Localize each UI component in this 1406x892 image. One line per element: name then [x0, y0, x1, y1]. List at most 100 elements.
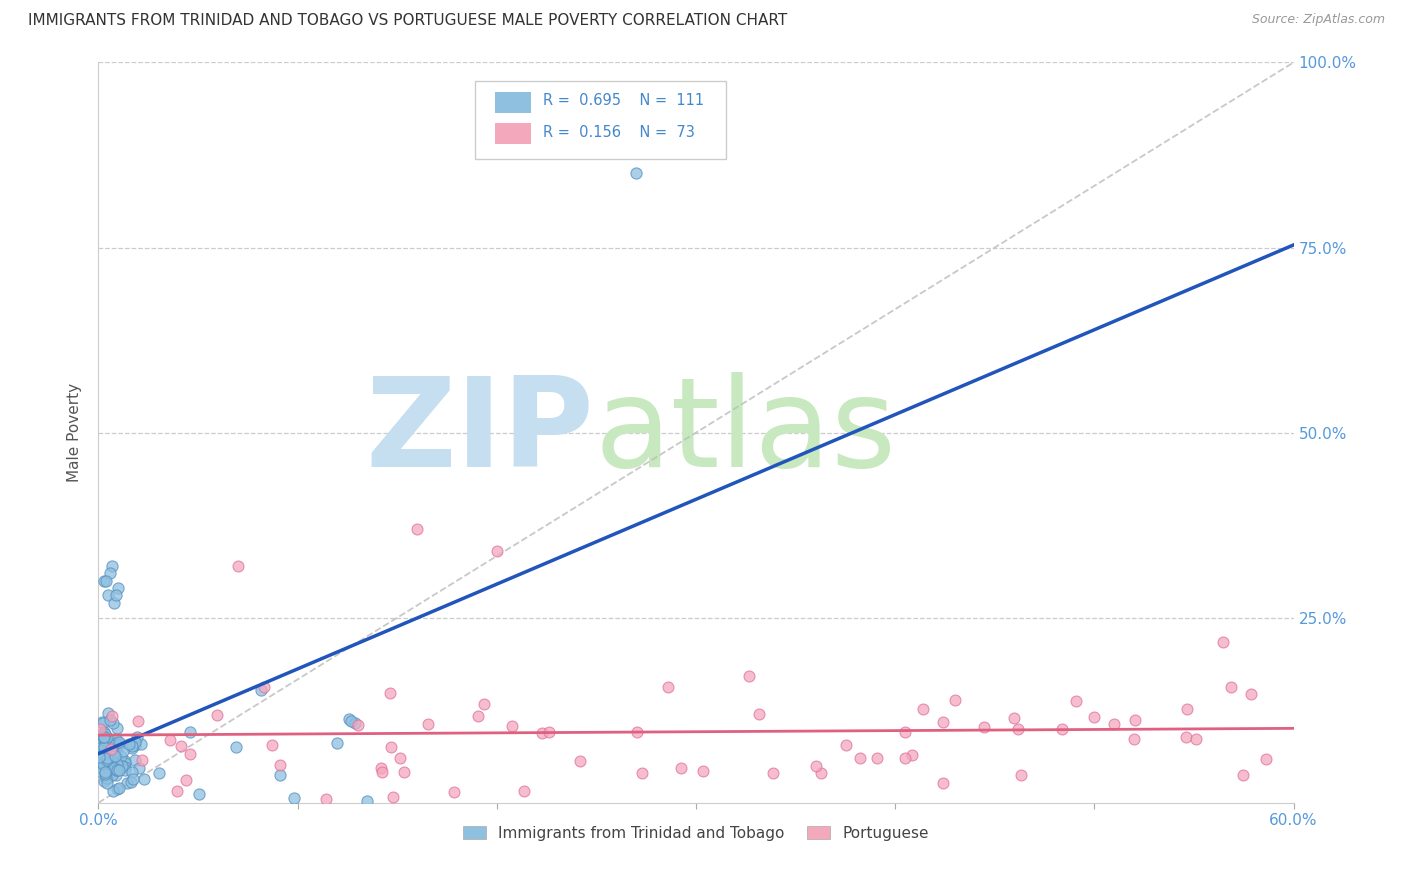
Point [101, 715, 124, 730]
Point [96, 753, 118, 767]
Point [91, 742, 114, 756]
Point [134, 772, 156, 787]
Point [97, 747, 120, 762]
Point [513, 784, 536, 798]
Point [337, 712, 360, 726]
Bar [495, 92, 531, 112]
Point [94, 765, 117, 780]
Point [1010, 768, 1032, 782]
Legend: Immigrants from Trinidad and Tobago, Portuguese: Immigrants from Trinidad and Tobago, Por… [457, 820, 935, 847]
Point [1002, 711, 1025, 725]
Point [107, 581, 129, 595]
Point [530, 726, 553, 740]
Point [96, 776, 118, 790]
Point [94, 740, 117, 755]
Point [114, 764, 136, 778]
Point [89, 744, 111, 758]
Point [669, 761, 692, 775]
Point [378, 686, 401, 700]
Point [1123, 731, 1146, 746]
Point [93, 774, 115, 789]
Point [105, 763, 128, 777]
Point [118, 737, 141, 751]
Point [932, 715, 955, 730]
Point [117, 776, 139, 790]
Text: IMMIGRANTS FROM TRINIDAD AND TOBAGO VS PORTUGUESE MALE POVERTY CORRELATION CHART: IMMIGRANTS FROM TRINIDAD AND TOBAGO VS P… [28, 13, 787, 29]
Point [120, 775, 142, 789]
Point [98, 745, 121, 759]
Point [810, 766, 832, 780]
Point [1104, 716, 1126, 731]
Point [98, 713, 121, 727]
Point [107, 756, 129, 771]
Point [762, 765, 785, 780]
Point [105, 721, 128, 735]
Point [111, 744, 134, 758]
Point [108, 737, 131, 751]
Point [1083, 710, 1105, 724]
Point [90, 760, 112, 774]
Point [1254, 752, 1277, 766]
Point [129, 737, 152, 751]
Point [538, 725, 561, 739]
Point [626, 724, 648, 739]
Point [166, 784, 188, 798]
Point [105, 589, 128, 603]
Point [932, 776, 955, 790]
Point [121, 741, 143, 756]
Point [901, 748, 924, 763]
Point [834, 738, 856, 752]
Point [159, 733, 181, 747]
Point [100, 709, 122, 723]
Point [89, 755, 111, 769]
Point [125, 730, 148, 744]
Point [370, 761, 392, 775]
Point [96, 771, 118, 785]
Point [97, 771, 120, 785]
Point [148, 766, 170, 780]
Point [89, 740, 111, 755]
Point [108, 780, 131, 795]
Point [121, 764, 143, 779]
Point [804, 759, 827, 773]
Point [105, 731, 128, 746]
Point [93, 740, 115, 755]
Point [406, 522, 429, 536]
Point [108, 735, 131, 749]
Point [1007, 722, 1029, 736]
Point [94, 767, 117, 781]
Point [91, 728, 114, 742]
Point [93, 730, 115, 744]
Point [111, 759, 134, 773]
Point [485, 544, 508, 558]
Point [418, 717, 440, 731]
Point [87, 764, 110, 778]
Point [91, 730, 114, 744]
Point [105, 740, 128, 755]
Point [90, 735, 112, 749]
Point [370, 765, 392, 780]
Point [388, 751, 411, 765]
Point [104, 736, 127, 750]
Point [93, 725, 115, 739]
Point [260, 738, 283, 752]
Point [692, 764, 714, 778]
Point [97, 706, 120, 720]
Point [97, 739, 120, 753]
Point [188, 787, 211, 801]
Point [100, 758, 122, 772]
Point [93, 739, 115, 753]
Point [343, 716, 366, 731]
Point [356, 794, 378, 808]
FancyBboxPatch shape [475, 81, 725, 159]
Point [100, 744, 122, 758]
Point [315, 791, 337, 805]
Point [96, 730, 118, 744]
Point [381, 789, 404, 804]
Point [97, 748, 120, 763]
Point [90, 715, 112, 730]
Point [894, 725, 917, 739]
Text: atlas: atlas [595, 372, 897, 493]
Point [100, 742, 122, 756]
Point [87, 733, 110, 747]
